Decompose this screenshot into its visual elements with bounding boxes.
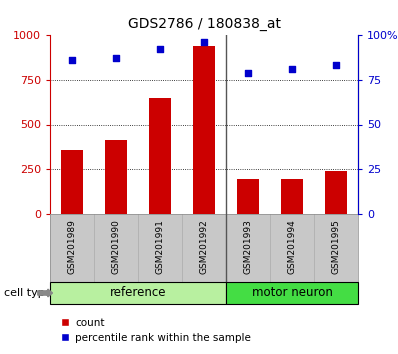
Text: GSM201993: GSM201993 <box>244 219 252 274</box>
Text: GSM201994: GSM201994 <box>287 219 297 274</box>
Point <box>69 57 75 63</box>
Bar <box>149 98 171 214</box>
Legend: count, percentile rank within the sample: count, percentile rank within the sample <box>55 314 255 347</box>
Bar <box>281 179 303 214</box>
Bar <box>105 140 127 214</box>
Text: GSM201989: GSM201989 <box>68 219 76 274</box>
Text: reference: reference <box>110 286 166 299</box>
Text: GSM201992: GSM201992 <box>199 219 209 274</box>
Point <box>157 46 163 52</box>
Bar <box>226 282 358 304</box>
Text: GSM201995: GSM201995 <box>332 219 341 274</box>
Text: cell type: cell type <box>4 288 52 298</box>
Bar <box>193 46 215 214</box>
Bar <box>61 150 83 214</box>
Point <box>333 63 339 68</box>
Text: GSM201990: GSM201990 <box>111 219 121 274</box>
Bar <box>50 282 226 304</box>
Point <box>201 39 207 45</box>
Text: motor neuron: motor neuron <box>252 286 332 299</box>
Bar <box>325 171 347 214</box>
Point <box>245 70 251 75</box>
Text: GSM201991: GSM201991 <box>156 219 164 274</box>
Point <box>289 66 295 72</box>
Bar <box>237 179 259 214</box>
Point <box>113 56 119 61</box>
Title: GDS2786 / 180838_at: GDS2786 / 180838_at <box>127 17 281 31</box>
